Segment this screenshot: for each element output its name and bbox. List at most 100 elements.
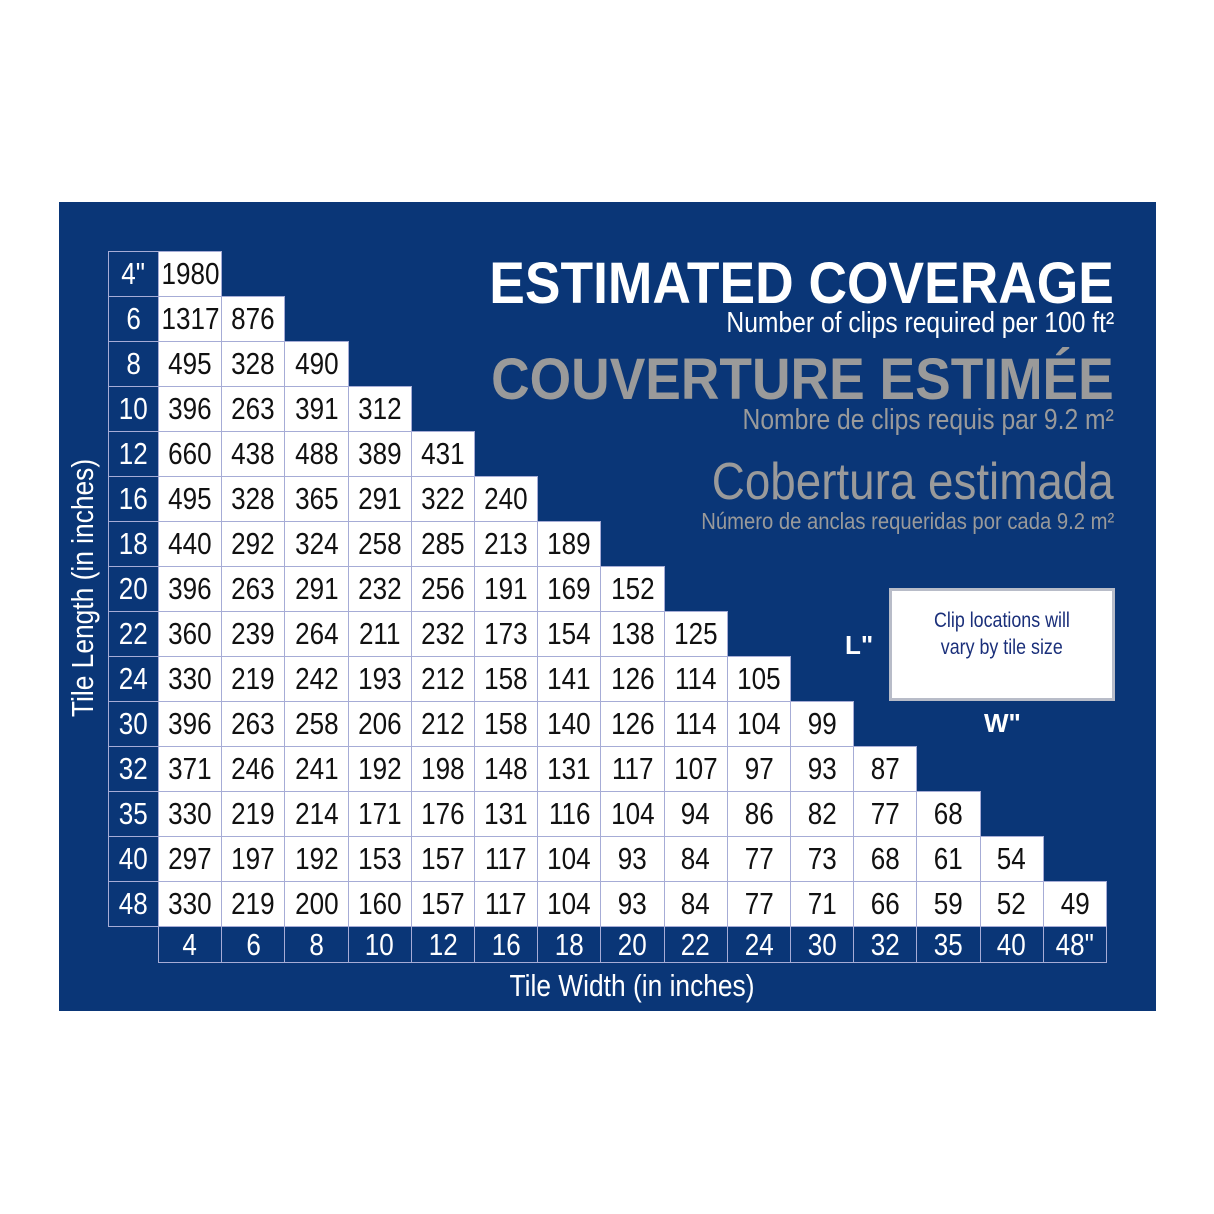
table-cell: 219 [221, 881, 286, 927]
table-cell-text: 360 [168, 616, 212, 651]
table-cell-text: 131 [484, 796, 528, 831]
table-cell-text: 328 [231, 481, 276, 516]
table-cell-text: 131 [547, 751, 592, 786]
table-cell-text: 104 [547, 886, 592, 921]
table-cell-text: 232 [357, 571, 402, 606]
table-cell-text: 263 [231, 706, 276, 741]
table-cell-text: 126 [610, 706, 655, 741]
table-cell: 1317 [158, 296, 223, 342]
length-label: L" [845, 630, 874, 660]
table-cell-text: 66 [870, 886, 900, 921]
table-cell-text: 263 [231, 571, 276, 606]
table-cell: 440 [158, 521, 223, 567]
table-cell: 240 [474, 476, 539, 522]
table-cell: 263 [221, 566, 286, 612]
table-cell-text: 256 [421, 571, 465, 606]
table-cell-text: 84 [681, 841, 711, 876]
table-cell-text: 87 [870, 751, 900, 786]
table-cell: 371 [158, 746, 223, 792]
row-label-text: 48 [119, 886, 148, 921]
table-cell: 330 [158, 656, 223, 702]
table-cell-text: 93 [807, 751, 837, 786]
table-cell: 52 [979, 881, 1044, 927]
column-label-text: 18 [554, 926, 584, 962]
row-label: 22 [108, 611, 159, 657]
table-cell: 93 [790, 746, 855, 792]
table-cell: 141 [537, 656, 602, 702]
row-label-text: 10 [119, 391, 148, 426]
table-cell: 189 [537, 521, 602, 567]
table-cell: 117 [474, 836, 539, 882]
row-label-text: 40 [119, 841, 148, 876]
table-cell-text: 219 [231, 661, 276, 696]
table-cell-text: 312 [357, 391, 402, 426]
table-cell: 84 [663, 881, 728, 927]
table-cell: 126 [600, 701, 665, 747]
table-cell-text: 495 [168, 346, 212, 381]
table-cell-text: 99 [807, 706, 837, 741]
table-cell: 82 [790, 791, 855, 837]
column-label: 22 [663, 926, 728, 963]
table-cell: 876 [221, 296, 286, 342]
row-label: 40 [108, 836, 159, 882]
x-axis-label: Tile Width (in inches) [509, 968, 755, 1003]
row-label: 24 [108, 656, 159, 702]
table-cell-text: 153 [357, 841, 402, 876]
table-cell: 87 [853, 746, 918, 792]
table-cell-text: 212 [421, 661, 465, 696]
row-label: 4" [108, 251, 159, 297]
table-cell-text: 264 [294, 616, 339, 651]
column-label-text: 22 [681, 926, 711, 962]
table-cell: 213 [474, 521, 539, 567]
table-cell-text: 176 [421, 796, 465, 831]
table-cell-text: 495 [168, 481, 212, 516]
table-cell-text: 490 [294, 346, 339, 381]
table-cell-text: 193 [357, 661, 402, 696]
table-cell: 131 [474, 791, 539, 837]
column-label: 35 [916, 926, 981, 963]
table-cell-text: 206 [357, 706, 402, 741]
table-cell-text: 138 [610, 616, 655, 651]
table-cell: 198 [410, 746, 475, 792]
table-cell: 322 [410, 476, 475, 522]
table-cell-text: 54 [997, 841, 1027, 876]
table-cell: 126 [600, 656, 665, 702]
table-cell: 431 [410, 431, 475, 477]
table-cell-text: 189 [547, 526, 592, 561]
row-label: 16 [108, 476, 159, 522]
row-label-text: 18 [119, 526, 148, 561]
row-label: 35 [108, 791, 159, 837]
table-cell-text: 330 [168, 661, 212, 696]
column-label: 40 [979, 926, 1044, 963]
column-label: 10 [347, 926, 412, 963]
table-cell: 246 [221, 746, 286, 792]
table-cell-text: 107 [673, 751, 718, 786]
table-cell-text: 219 [231, 886, 276, 921]
table-cell: 328 [221, 341, 286, 387]
row-label: 30 [108, 701, 159, 747]
row-label-text: 30 [119, 706, 148, 741]
row-label-text: 24 [119, 661, 148, 696]
column-label-text: 30 [807, 926, 837, 962]
table-cell: 140 [537, 701, 602, 747]
row-label-text: 22 [119, 616, 148, 651]
table-cell-text: 173 [484, 616, 528, 651]
title-english: ESTIMATED COVERAGE [489, 251, 1114, 316]
table-cell: 71 [790, 881, 855, 927]
table-cell: 157 [410, 881, 475, 927]
table-cell-text: 59 [933, 886, 963, 921]
table-cell: 99 [790, 701, 855, 747]
table-cell: 59 [916, 881, 981, 927]
table-cell-text: 1317 [161, 301, 220, 336]
table-cell: 191 [474, 566, 539, 612]
table-cell-text: 438 [231, 436, 276, 471]
table-cell-text: 114 [674, 661, 717, 696]
table-cell: 258 [347, 521, 412, 567]
table-cell: 396 [158, 386, 223, 432]
table-cell-text: 104 [610, 796, 655, 831]
table-cell-text: 396 [168, 571, 212, 606]
table-cell-text: 160 [357, 886, 402, 921]
table-cell-text: 192 [357, 751, 402, 786]
column-label: 6 [221, 926, 286, 963]
table-cell-text: 93 [617, 886, 647, 921]
